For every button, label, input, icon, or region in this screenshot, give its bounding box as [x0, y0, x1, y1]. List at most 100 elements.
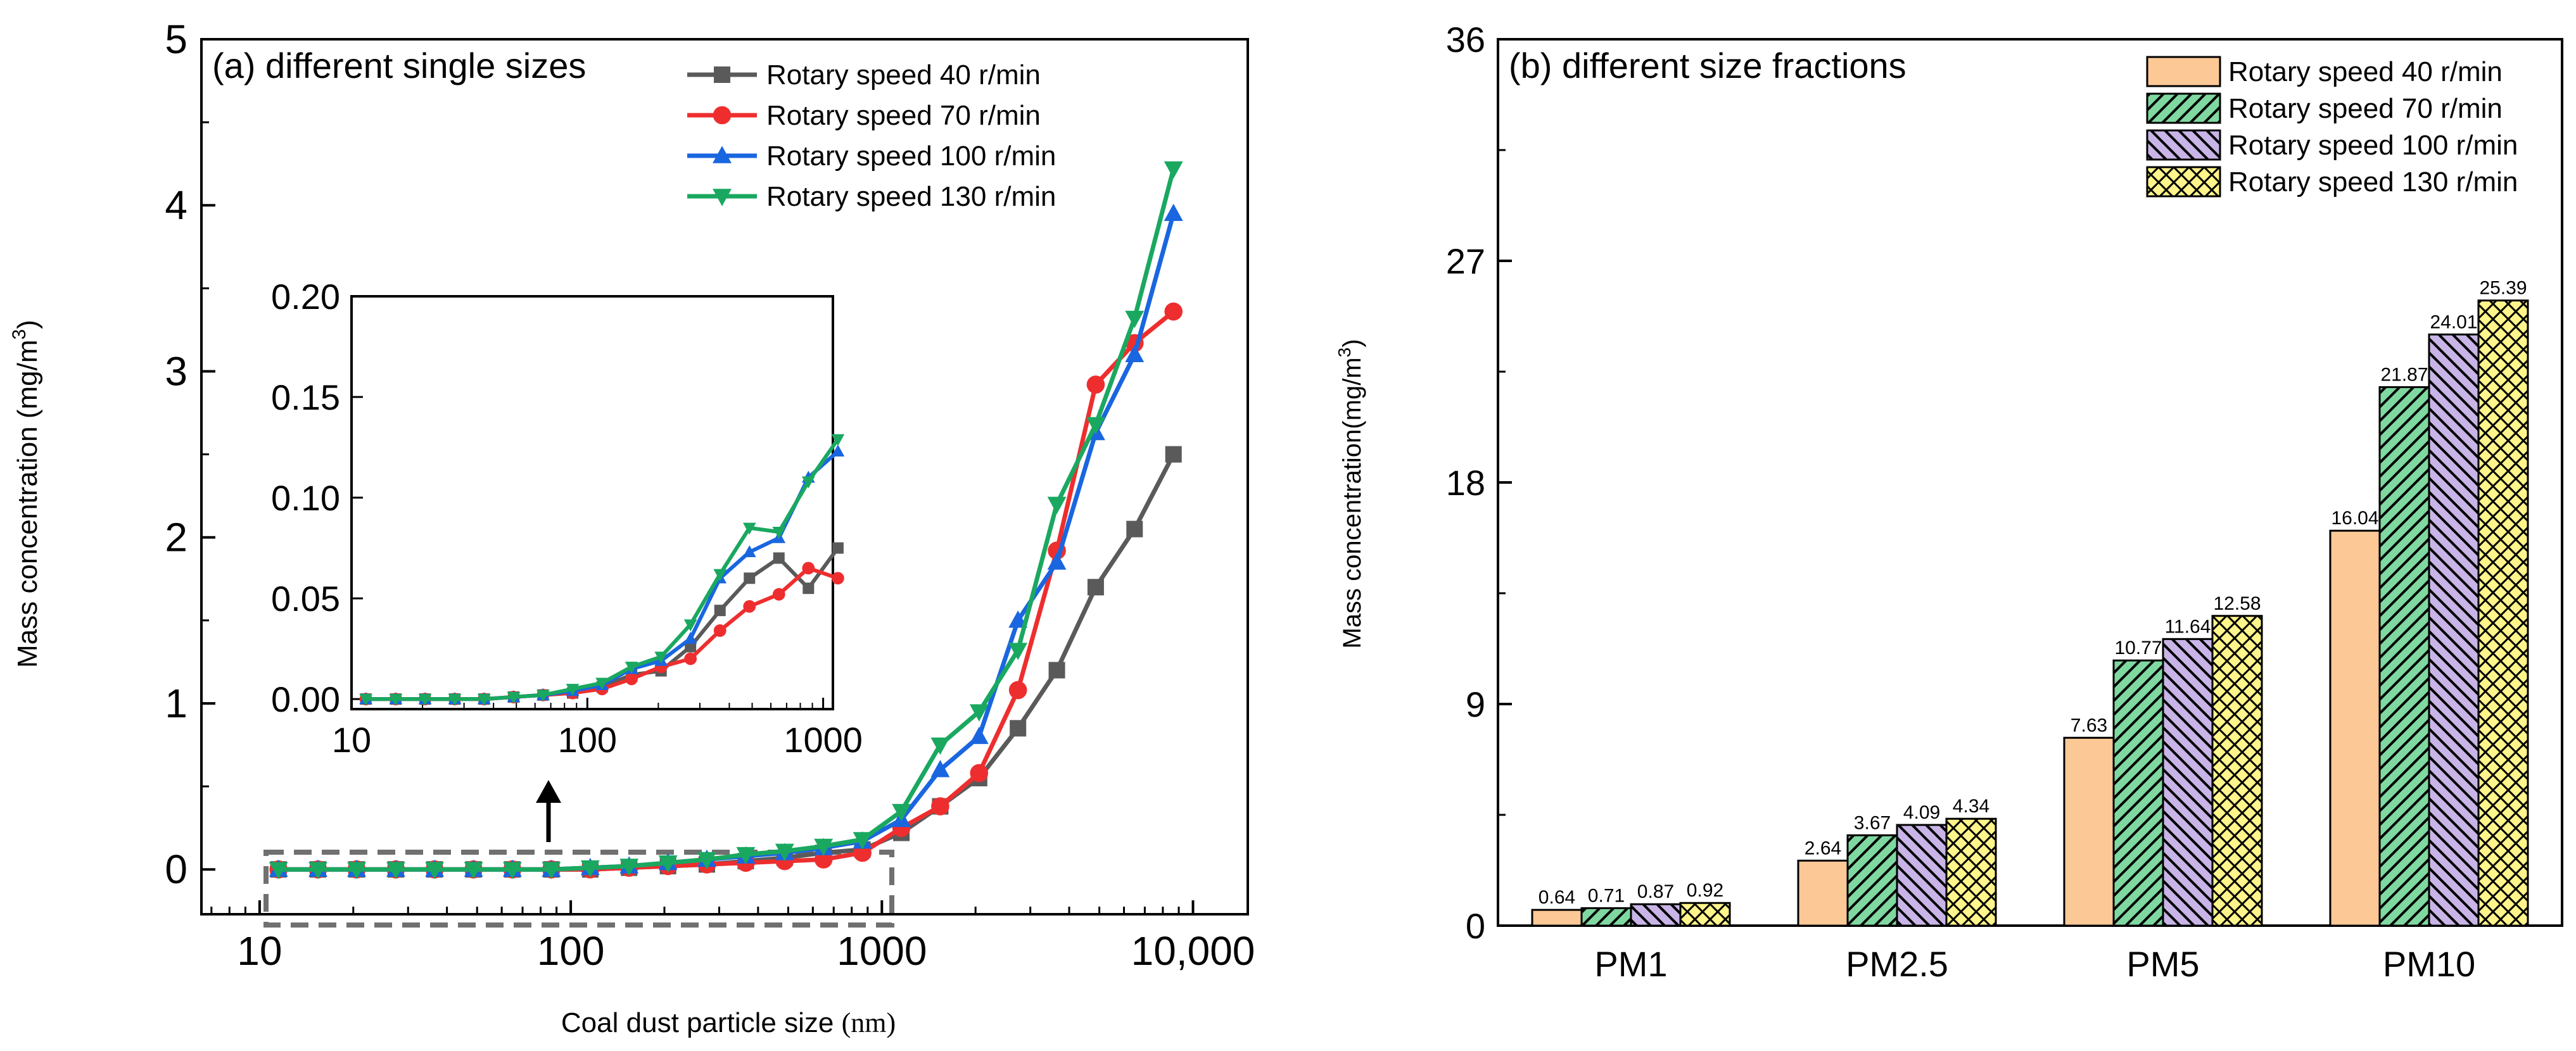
panel-b-y-axis: 0 9 18 27 36	[1446, 20, 1512, 946]
bar-value-label: 4.34	[1953, 796, 1989, 817]
data-point	[1164, 302, 1183, 321]
bar-value-label: 0.71	[1588, 885, 1625, 906]
data-point	[1125, 310, 1145, 329]
y-tick-label: 27	[1446, 241, 1485, 281]
data-point	[658, 855, 678, 873]
bar	[1630, 903, 1682, 927]
inset-data-point	[713, 569, 727, 581]
data-point	[775, 843, 794, 861]
legend-label: Rotary speed 40 r/min	[766, 60, 1041, 91]
inset-data-point	[832, 542, 844, 554]
inset-data-point	[359, 693, 372, 706]
legend-label: Rotary speed 100 r/min	[766, 141, 1056, 172]
bar-value-label: 0.64	[1539, 887, 1575, 908]
bar-value-label: 12.58	[2213, 593, 2261, 614]
inset-data-point	[802, 562, 815, 575]
inset-series	[359, 434, 845, 706]
data-point	[931, 797, 949, 815]
bar	[1896, 824, 1948, 927]
inset-frame	[350, 295, 834, 710]
data-point	[542, 862, 561, 879]
y-tick-label: 4	[165, 182, 187, 228]
bar	[1531, 909, 1583, 927]
legend-marker	[713, 106, 732, 125]
data-point	[1164, 203, 1183, 222]
inset-data-point	[448, 693, 462, 706]
y-tick-label: 1	[165, 681, 187, 726]
inset-y-tick-label: 0.15	[271, 377, 340, 417]
panel-b: (b) different size fractions 0 9 18 27 36 PM…	[1335, 20, 2563, 984]
inset-data-point	[507, 691, 521, 704]
legend-swatch	[2146, 166, 2221, 198]
inset-data-point	[831, 572, 844, 585]
series-4	[269, 161, 1183, 879]
data-point	[814, 838, 834, 857]
y-tick-label: 9	[1466, 684, 1485, 724]
panel-a-legend: Rotary speed 40 r/min Rotary speed 70 r/m…	[687, 60, 1056, 212]
data-point	[269, 862, 288, 879]
y-tick-label: 0	[1466, 906, 1485, 946]
inset-data-point	[566, 684, 580, 696]
bar	[1797, 859, 1849, 927]
inset-data-point	[595, 677, 609, 690]
data-point	[930, 760, 950, 777]
y-tick-label: 5	[165, 16, 187, 62]
legend-swatch	[2146, 92, 2221, 124]
legend-swatch	[2146, 129, 2221, 161]
inset-data-point	[803, 582, 815, 595]
inset-data-point	[683, 631, 697, 644]
bar-value-label: 11.64	[2165, 616, 2211, 637]
data-point	[1010, 720, 1027, 737]
data-point	[502, 862, 522, 879]
data-point	[464, 862, 483, 879]
panel-a-series	[269, 161, 1183, 879]
inset-data-point	[477, 693, 491, 706]
x-tick-label: PM5	[2126, 944, 2199, 984]
inset-data-point	[742, 522, 756, 535]
panel-b-label: (b) different size fractions	[1509, 46, 1907, 85]
x-tick-label: 100	[537, 928, 605, 974]
inset-data-point	[625, 672, 638, 686]
x-tick-label: PM10	[2383, 944, 2475, 984]
inset-data-point	[683, 619, 697, 632]
inset-data-point	[389, 693, 403, 706]
data-point	[1047, 552, 1067, 570]
inset-data-point	[685, 641, 697, 653]
bar	[2378, 386, 2430, 927]
panel-a-y-axis: 0 1 2 3 4 5	[165, 16, 215, 892]
data-point	[1164, 161, 1183, 179]
inset-data-point	[801, 476, 815, 489]
inset-axes: 0.00 0.05 0.10 0.15 0.20 10 100 1000	[271, 277, 863, 760]
legend-marker	[713, 146, 732, 163]
bar	[2329, 529, 2381, 927]
inset-data-point	[772, 588, 785, 601]
inset-data-point	[684, 652, 697, 665]
data-point	[619, 859, 639, 876]
legend-marker	[713, 189, 732, 206]
legend-label: Rotary speed 130 r/min	[2228, 167, 2518, 198]
data-point	[969, 704, 989, 722]
data-point	[736, 846, 756, 865]
legend-marker	[714, 66, 730, 83]
data-point	[386, 862, 405, 879]
panel-b-bars: 0.64 0.71 0.87 0.92 2.64 3.67 4.09 4.34 7.63 10.7…	[1531, 278, 2529, 927]
panel-b-legend: Rotary speed 40 r/min Rotary speed 70 r/m…	[2146, 56, 2518, 198]
legend-label: Rotary speed 40 r/min	[2228, 56, 2503, 87]
inset-y-tick-label: 0.20	[271, 277, 340, 317]
bar	[2063, 736, 2115, 927]
series-line	[278, 168, 1176, 872]
bar-value-label: 16.04	[2331, 508, 2378, 529]
inset-series-4	[359, 434, 845, 706]
legend-label: Rotary speed 70 r/min	[766, 100, 1041, 131]
bar-value-label: 24.01	[2430, 312, 2477, 332]
inset-data-point	[743, 600, 756, 613]
data-point	[425, 862, 445, 879]
panel-b-x-axis: PM1 PM2.5 PM5 PM10	[1594, 914, 2475, 984]
inset-data-point	[714, 605, 726, 617]
inset-data-point	[773, 552, 785, 564]
y-tick-label: 2	[165, 515, 187, 560]
inset-data-point	[625, 662, 638, 674]
bar	[1679, 902, 1731, 927]
